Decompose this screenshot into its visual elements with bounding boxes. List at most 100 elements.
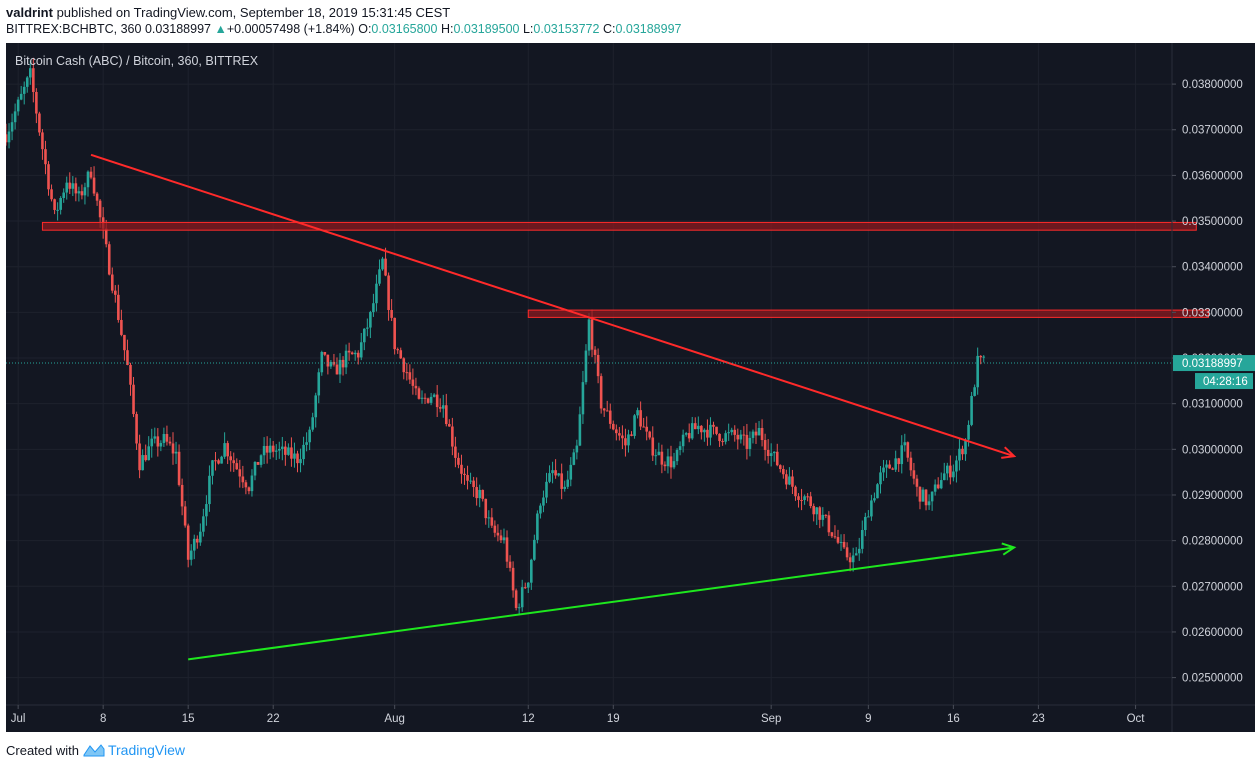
candle-body [363, 328, 366, 343]
candle-body [323, 351, 327, 355]
price-tick-label: 0.03100000 [1182, 399, 1243, 411]
candle-body [946, 465, 949, 474]
candle-body [153, 436, 157, 439]
candle-body [523, 587, 527, 589]
candle-body [372, 303, 375, 313]
candle-body [326, 354, 330, 367]
candle-body [199, 531, 202, 543]
candle-body [232, 460, 236, 464]
candle-body [208, 475, 211, 505]
publish-text: published on TradingView.com, September … [52, 5, 451, 20]
candle-body [393, 317, 396, 350]
candle-body [833, 536, 837, 538]
candle-body [475, 487, 478, 499]
candle-body [797, 496, 800, 500]
candle-body [444, 405, 448, 425]
candle-body [262, 445, 266, 456]
candle-body [900, 445, 904, 465]
price-chart[interactable]: 0.03800000 0.03700000 0.03600000 0.03500000… [6, 43, 1255, 732]
candle-body [812, 506, 815, 515]
candle-body [220, 456, 223, 464]
candle-body [32, 68, 35, 92]
time-axis[interactable]: Jul 8 15 22 Aug 12 19 Sep 9 16 23 Oct [11, 705, 1146, 725]
last-price-badge [1173, 355, 1255, 372]
price-tick-label: 0.03500000 [1182, 216, 1243, 228]
candle-body [563, 486, 567, 489]
candle-body [359, 342, 363, 358]
candle-body [715, 426, 718, 434]
candle-body [402, 358, 406, 373]
candle-body [104, 228, 108, 245]
candle-body [420, 397, 424, 399]
candle-body [803, 496, 806, 501]
candle-body [605, 410, 609, 412]
candle-body [894, 458, 897, 470]
candle-body [651, 437, 655, 456]
candle-body [520, 587, 524, 608]
candle-body [399, 350, 403, 359]
candle-body [150, 438, 154, 447]
time-tick-label: 16 [947, 713, 960, 725]
high-label: H: [440, 22, 454, 36]
candle-body [955, 460, 958, 472]
price-tick-label: 0.02800000 [1182, 536, 1243, 548]
chart-title: Bitcoin Cash (ABC) / Bitcoin, 360, BITTR… [15, 54, 259, 68]
time-tick-label: Oct [1127, 713, 1146, 725]
price-tick-label: 0.03800000 [1182, 79, 1243, 91]
candle-body [639, 410, 642, 427]
candle-body [681, 434, 685, 447]
candle-body [921, 489, 925, 502]
candle-body [438, 407, 442, 409]
candle-body [277, 448, 281, 451]
candle-body [223, 443, 226, 457]
candle-body [718, 433, 721, 442]
candle-body [839, 541, 843, 543]
candle-body [897, 458, 901, 465]
candle-body [457, 457, 460, 465]
candle-body [53, 199, 56, 210]
candle-body [845, 547, 849, 558]
candle-body [117, 294, 120, 320]
candle-body [502, 537, 506, 541]
candle-body [478, 489, 481, 499]
candle-body [147, 446, 151, 461]
candle-body [939, 480, 943, 489]
resistance-zone [41, 221, 1197, 231]
candle-body [636, 410, 639, 416]
candle-body [602, 408, 606, 411]
candle-body [827, 515, 831, 533]
candle-body [848, 557, 852, 563]
candle-body [560, 473, 563, 489]
candle-body [973, 387, 976, 396]
candle-body [186, 525, 190, 560]
countdown-label: 04:28:16 [1203, 376, 1248, 388]
candle-body [706, 429, 709, 438]
candle-body [712, 424, 715, 427]
candle-body [165, 434, 169, 442]
ascending-trendline [188, 546, 1015, 661]
time-tick-label: 23 [1032, 713, 1045, 725]
candle-body [302, 444, 305, 460]
candle-body [924, 489, 928, 506]
change-value: +0.00057498 (+1.84%) [226, 22, 355, 36]
candle-body [539, 505, 542, 514]
candle-body [259, 455, 263, 465]
candle-body [7, 131, 11, 143]
time-tick-label: 9 [865, 713, 871, 725]
tradingview-brand[interactable]: TradingView [107, 742, 186, 758]
candle-body [693, 423, 697, 430]
author-name[interactable]: valdrint [6, 5, 53, 20]
candle-body [375, 283, 378, 304]
candle-body [730, 429, 734, 433]
candle-body [745, 434, 749, 449]
candle-body [366, 327, 369, 329]
candle-body [766, 449, 770, 456]
price-axis[interactable]: 0.03800000 0.03700000 0.03600000 0.03500000… [1172, 79, 1255, 685]
candle-body [98, 200, 102, 218]
candle-body [135, 414, 138, 444]
candle-body [918, 486, 922, 502]
candle-body [982, 356, 986, 358]
candle-body [284, 446, 287, 455]
candle-body [772, 451, 776, 454]
candle-body [754, 431, 758, 436]
